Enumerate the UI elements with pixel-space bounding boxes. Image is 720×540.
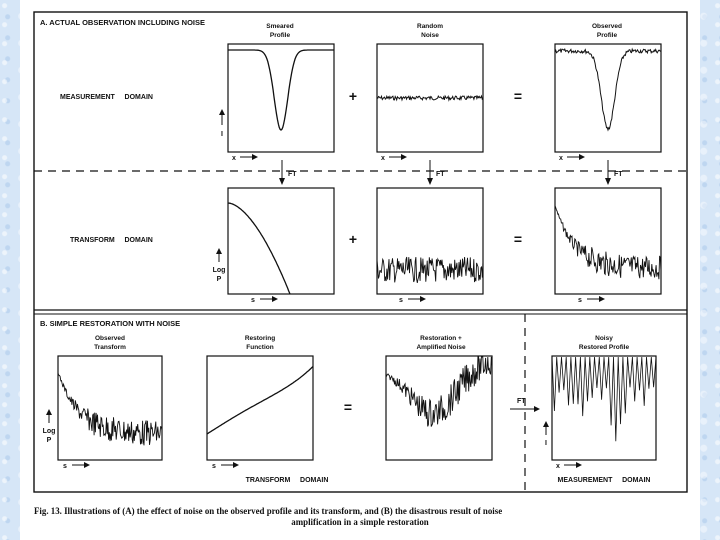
transform-domain-label: TRANSFORM DOMAIN [70,237,153,244]
figure-frame [33,11,688,493]
x-axis-arrow-b: x [556,462,582,470]
noisy-restored-title-2: Restored Profile [579,344,630,351]
observed-profile-title-2: Profile [597,32,618,39]
s-axis-arrow-a1: s [251,296,278,304]
transform-domain-label-b: TRANSFORM DOMAIN [246,477,329,484]
observed-transform-plot-b [57,355,163,461]
svg-text:Log: Log [213,267,226,274]
observed-profile-curve [554,47,662,132]
s-axis-arrow-a2: s [399,296,426,304]
observed-transform-curve-b [57,372,163,446]
svg-text:x: x [232,155,236,162]
svg-text:s: s [251,297,255,304]
measurement-domain-label: MEASUREMENT DOMAIN [60,94,153,101]
intensity-axis-label: I [221,131,223,138]
ft-arrow-3: FT [605,160,623,185]
svg-text:s: s [63,463,67,470]
ft-arrow-1: FT [279,160,297,185]
random-noise-curve [376,94,484,102]
svg-text:FT: FT [517,398,526,405]
svg-text:x: x [556,463,560,470]
observed-transform-title: Observed [95,335,125,342]
smeared-transform-plot [227,187,335,295]
svg-text:x: x [559,155,563,162]
observed-profile-plot [554,43,662,153]
s-axis-arrow-a3: s [578,296,605,304]
log-p-axis-label-a: Log P [213,248,226,283]
plus-sign-a1: + [349,88,357,104]
s-axis-arrow-b2: s [212,462,239,470]
log-p-axis-label-b: Log P [43,409,56,444]
observed-transform-title-2: Transform [94,344,126,351]
svg-text:s: s [399,297,403,304]
svg-text:s: s [578,297,582,304]
svg-text:s: s [212,463,216,470]
x-axis-arrow-a2: x [381,154,407,162]
svg-text:Log: Log [43,428,56,435]
section-a-title: A. ACTUAL OBSERVATION INCLUDING NOISE [40,18,205,27]
noise-transform-curve [376,256,484,283]
random-noise-title: Random [417,23,443,30]
smeared-profile-title-2: Profile [270,32,291,39]
figure-caption-line1: Fig. 13. Illustrations of (A) the effect… [34,506,502,516]
equals-sign-a2: = [514,231,522,247]
slide-card: A. ACTUAL OBSERVATION INCLUDING NOISE ME… [20,0,700,540]
svg-text:P: P [47,437,52,444]
x-axis-arrow-a3: x [559,154,585,162]
restoring-function-title: Restoring [245,335,275,342]
noisy-restored-curve [551,356,657,442]
svg-text:FT: FT [436,171,445,178]
intensity-axis-arrowhead [219,109,225,115]
observed-profile-title: Observed [592,23,622,30]
ft-arrow-b: FT [510,398,540,412]
figure-caption-line2: amplification in a simple restoration [291,517,428,527]
restoring-function-curve [206,366,314,435]
observed-transform-plot-a [554,187,662,295]
section-b-title: B. SIMPLE RESTORATION WITH NOISE [40,319,180,328]
restoration-title-2: Amplified Noise [416,344,466,351]
equals-sign-a1: = [514,88,522,104]
smeared-profile-plot [227,43,335,153]
noisy-restored-title: Noisy [595,335,613,342]
restoration-title: Restoration + [420,335,462,342]
svg-text:P: P [217,276,222,283]
x-axis-arrow-a1: x [232,154,258,162]
smeared-profile-curve [228,49,334,131]
restoring-function-plot [206,355,314,461]
ft-arrow-2: FT [427,160,445,185]
svg-text:FT: FT [288,171,297,178]
measurement-domain-label-b: MEASUREMENT DOMAIN [558,477,651,484]
svg-text:I: I [545,440,547,447]
equals-sign-b: = [344,399,352,415]
restoring-function-title-2: Function [246,344,273,351]
restoration-curve [385,356,493,427]
figure-canvas: A. ACTUAL OBSERVATION INCLUDING NOISE ME… [33,11,688,527]
svg-text:FT: FT [614,171,623,178]
noise-transform-plot [376,187,484,295]
observed-transform-curve-a [554,205,662,280]
plus-sign-a2: + [349,231,357,247]
intensity-axis-label-b: I [543,421,549,447]
smeared-transform-curve [227,202,291,295]
svg-text:x: x [381,155,385,162]
s-axis-arrow-b: s [63,462,90,470]
random-noise-title-2: Noise [421,32,439,39]
smeared-profile-title: Smeared [266,23,293,30]
